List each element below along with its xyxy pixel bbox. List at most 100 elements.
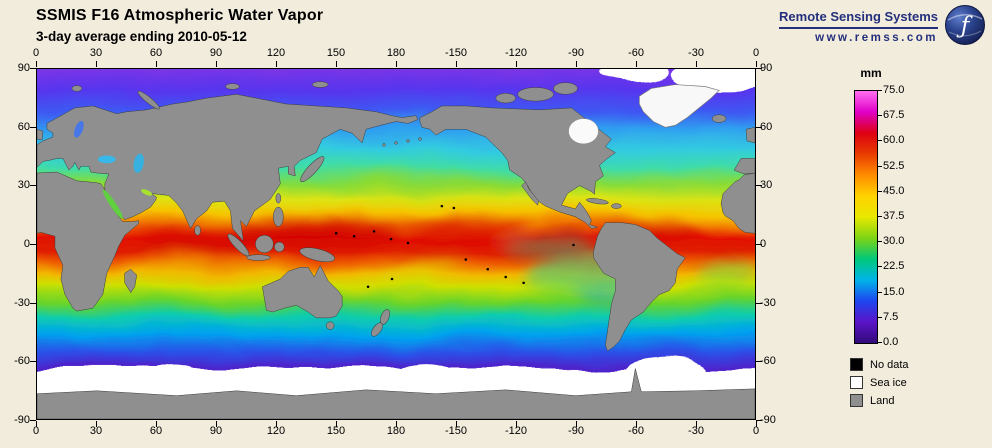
- lon-tick-top: [636, 61, 637, 67]
- lat-tick-right: [756, 420, 762, 421]
- colorbar-tick: [877, 90, 882, 91]
- map-legend: No data Sea ice Land: [850, 357, 909, 411]
- lon-tick-top: [456, 61, 457, 67]
- lon-tick-bottom: [36, 421, 37, 427]
- lon-tick-label-bottom: -60: [628, 425, 644, 437]
- colorbar-tick-label: 45.0: [883, 184, 905, 197]
- land-masses: [37, 81, 755, 419]
- legend-item: No data: [850, 357, 909, 372]
- lat-tick-right: [756, 361, 762, 363]
- colorbar-tick: [877, 140, 882, 142]
- lon-tick-label-top: -120: [504, 47, 528, 59]
- lon-tick-label-bottom: 120: [266, 425, 286, 437]
- novaya-zemlya: [137, 90, 160, 110]
- lon-tick-top: [336, 61, 337, 67]
- canadian-arctic-3: [495, 93, 516, 104]
- lon-tick-top: [576, 61, 577, 67]
- colorbar-tick: [877, 190, 882, 192]
- lon-tick-label-bottom: -150: [444, 425, 468, 437]
- africa-west-bulge: [720, 172, 755, 234]
- lat-tick-label-left: -90: [14, 414, 30, 426]
- lon-tick-label-bottom: 0: [752, 425, 760, 437]
- lon-tick-bottom: [216, 421, 217, 427]
- legend-label: No data: [870, 358, 909, 371]
- lon-tick-top: [36, 61, 37, 67]
- colorbar-tick-label: 67.5: [883, 109, 905, 122]
- red-sea: [102, 189, 123, 219]
- colorbar-unit-label: mm: [860, 66, 882, 80]
- lon-tick-bottom: [336, 421, 337, 427]
- canadian-arctic-1: [517, 87, 554, 102]
- legend-item: Land: [850, 393, 909, 408]
- greenland: [638, 84, 720, 128]
- lat-tick-label-right: 30: [760, 179, 773, 192]
- lon-tick-bottom: [156, 421, 157, 427]
- lon-tick-bottom: [576, 421, 577, 427]
- lat-tick-label-left: 0: [23, 238, 30, 250]
- baja-california: [521, 181, 539, 206]
- brand-url-link[interactable]: www.remss.com: [779, 27, 938, 44]
- lon-tick-label-bottom: -90: [568, 425, 584, 437]
- legend-swatch: [850, 358, 863, 371]
- aleutian-2: [394, 141, 398, 145]
- colorbar-tick: [877, 165, 882, 167]
- lat-tick-label-right: 90: [760, 62, 773, 74]
- lon-tick-bottom: [96, 421, 97, 427]
- iceland: [711, 114, 727, 123]
- lon-tick-label-bottom: -120: [504, 425, 528, 437]
- inland-seas: [74, 120, 153, 219]
- lat-tick-label-right: -90: [760, 414, 776, 426]
- lon-tick-bottom: [696, 421, 697, 427]
- great-britain-east: [37, 129, 44, 141]
- colorbar-tick-label: 7.5: [883, 310, 899, 323]
- lon-tick-label-top: 120: [266, 47, 286, 59]
- sri-lanka: [194, 225, 201, 236]
- branding-block: Remote Sensing Systems www.remss.com: [779, 9, 938, 44]
- lat-tick-label-left: 90: [17, 62, 30, 74]
- persian-gulf: [141, 189, 153, 196]
- colorbar-tick-label: 37.5: [883, 210, 905, 222]
- lon-tick-bottom: [276, 421, 277, 427]
- antarctica: [37, 368, 755, 419]
- lat-tick-label-left: 60: [17, 120, 30, 133]
- lon-tick-top: [696, 61, 697, 67]
- colorbar-tick-label: 60.0: [883, 134, 905, 147]
- lat-tick-label-right: -60: [760, 355, 776, 368]
- sulawesi: [274, 241, 285, 253]
- lon-tick-label-top: 0: [32, 47, 40, 59]
- lat-tick-right: [756, 244, 762, 245]
- iberia-west: [733, 158, 755, 175]
- lon-tick-top: [156, 61, 157, 67]
- chart-title: SSMIS F16 Atmospheric Water Vapor: [36, 7, 324, 24]
- lon-tick-label-bottom: 150: [326, 425, 346, 437]
- lat-tick-label-left: -60: [14, 355, 30, 368]
- lon-tick-label-bottom: 30: [89, 425, 103, 437]
- lon-tick-label-top: 30: [89, 47, 103, 59]
- new-siberian-islands: [311, 81, 329, 88]
- lon-tick-top: [276, 61, 277, 67]
- australia: [262, 265, 343, 319]
- lon-tick-label-top: 0: [752, 47, 760, 59]
- philippines: [273, 206, 284, 227]
- south-america: [593, 222, 686, 352]
- lon-tick-label-top: 180: [386, 47, 406, 59]
- legend-label: Land: [870, 394, 895, 407]
- lon-tick-top: [396, 61, 397, 67]
- madagascar: [124, 269, 137, 293]
- water-vapor-map: [37, 69, 755, 419]
- colorbar-tick: [877, 115, 882, 117]
- tasmania: [325, 321, 335, 330]
- lon-tick-top: [216, 61, 217, 67]
- chart-subtitle: 3-day average ending 2010-05-12: [36, 29, 247, 44]
- lon-tick-label-bottom: -30: [688, 425, 704, 437]
- brand-name: Remote Sensing Systems: [779, 9, 938, 24]
- svalbard: [71, 85, 83, 92]
- lon-tick-label-top: -60: [628, 47, 644, 59]
- lon-tick-label-top: -30: [688, 47, 704, 59]
- lon-tick-bottom: [456, 421, 457, 427]
- no-data-islands: [334, 204, 575, 289]
- lon-tick-label-bottom: 90: [209, 425, 223, 437]
- legend-label: Sea ice: [870, 376, 907, 389]
- colorbar-tick: [877, 241, 882, 243]
- lon-tick-bottom: [756, 421, 757, 427]
